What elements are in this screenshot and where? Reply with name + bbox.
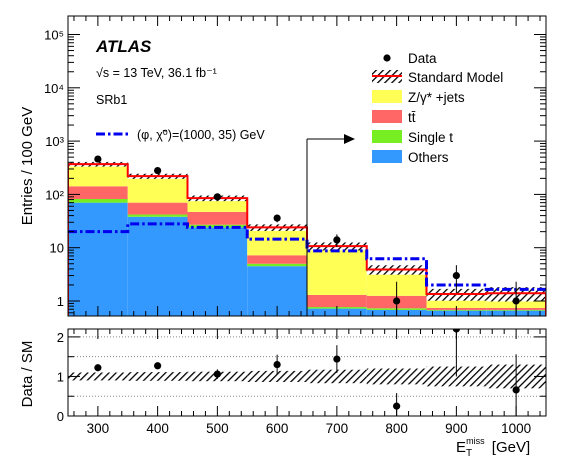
legend-label-singlet: Single t — [408, 130, 453, 145]
x-axis-title: ETmiss [GeV] — [456, 436, 530, 459]
bar-tt--bin-1 — [128, 203, 188, 215]
ratio-point-4 — [333, 355, 340, 362]
data-point-3 — [274, 214, 281, 221]
data-point-4 — [333, 236, 340, 243]
data-point-2 — [214, 193, 221, 200]
ratio-band-bin-1 — [128, 372, 188, 381]
bar-tt--bin-2 — [188, 212, 248, 225]
bar-z-jets-bin-4 — [307, 246, 367, 295]
data-point-7 — [513, 297, 520, 304]
ratio-point-3 — [274, 361, 281, 368]
main-y-axis-title: Entries / 100 GeV — [19, 107, 36, 225]
bar-single-t-bin-3 — [247, 264, 307, 266]
ratio-point-0 — [94, 364, 101, 371]
main-ytick-label-3: 10³ — [45, 134, 64, 149]
legend-label-others: Others — [408, 150, 449, 165]
energy-label: √s = 13 TeV, 36.1 fb⁻¹ — [96, 66, 217, 80]
bar-z-jets-bin-3 — [247, 227, 307, 255]
ratio-xtick-label-900: 900 — [445, 421, 468, 436]
ratio-xtick-label-1000: 1000 — [501, 421, 531, 436]
legend-swatch-zjets — [372, 90, 402, 103]
data-point-0 — [94, 155, 101, 162]
bar-tt--bin-0 — [68, 186, 128, 199]
legend-label-data: Data — [408, 51, 437, 66]
region-label: SRb1 — [96, 93, 127, 107]
ratio-ytick-label-0: 0 — [57, 409, 64, 424]
ratio-xtick-label-500: 500 — [206, 421, 229, 436]
ratio-ytick-label-2: 2 — [57, 330, 64, 345]
legend-label-ttbar: tt̄ — [408, 110, 416, 125]
ratio-point-2 — [214, 370, 221, 377]
legend: Data Standard Model Z/γ* +jets tt̄ Single t O… — [372, 51, 503, 165]
cut-arrow-head — [344, 134, 355, 144]
bar-tt--bin-4 — [307, 295, 367, 307]
bar-z-jets-bin-1 — [128, 176, 188, 203]
legend-swatch-others — [372, 150, 402, 163]
data-point-5 — [393, 297, 400, 304]
ratio-ytick-label-1: 1 — [57, 369, 64, 384]
bar-z-jets-bin-0 — [68, 164, 128, 186]
main-ytick-label-2: 10² — [45, 187, 64, 202]
main-ytick-label-1: 10 — [50, 241, 64, 256]
ratio-xtick-label-400: 400 — [146, 421, 169, 436]
legend-label-sm: Standard Model — [408, 70, 503, 85]
ratio-xtick-label-300: 300 — [87, 421, 110, 436]
data-point-6 — [453, 272, 460, 279]
ratio-y-axis-title: Data / SM — [19, 341, 36, 408]
ratio-xtick-label-800: 800 — [385, 421, 408, 436]
ratio-band-bin-5 — [367, 369, 427, 385]
ratio-point-1 — [154, 362, 161, 369]
bar-single-t-bin-0 — [68, 199, 128, 203]
ratio-xtick-label-600: 600 — [266, 421, 289, 436]
legend-marker-data — [383, 54, 390, 61]
legend-swatch-singlet — [372, 130, 402, 143]
bar-tt--bin-3 — [247, 255, 307, 263]
bar-others-bin-3 — [247, 266, 307, 330]
legend-swatch-ttbar — [372, 110, 402, 123]
atlas-label: ATLAS — [95, 37, 152, 56]
ratio-uncertainty-band — [68, 365, 546, 389]
main-ytick-label-0: 1 — [57, 294, 64, 309]
legend-label-zjets: Z/γ* +jets — [408, 90, 465, 105]
bar-single-t-bin-1 — [128, 214, 188, 216]
data-point-1 — [154, 167, 161, 174]
main-ytick-label-5: 10⁵ — [44, 28, 64, 43]
main-ytick-label-4: 10⁴ — [44, 81, 64, 96]
ratio-point-7 — [513, 386, 520, 393]
ratio-xtick-label-700: 700 — [326, 421, 349, 436]
signal-legend-label: (φ, χ̃⁰)=(1000, 35) GeV — [137, 128, 265, 142]
